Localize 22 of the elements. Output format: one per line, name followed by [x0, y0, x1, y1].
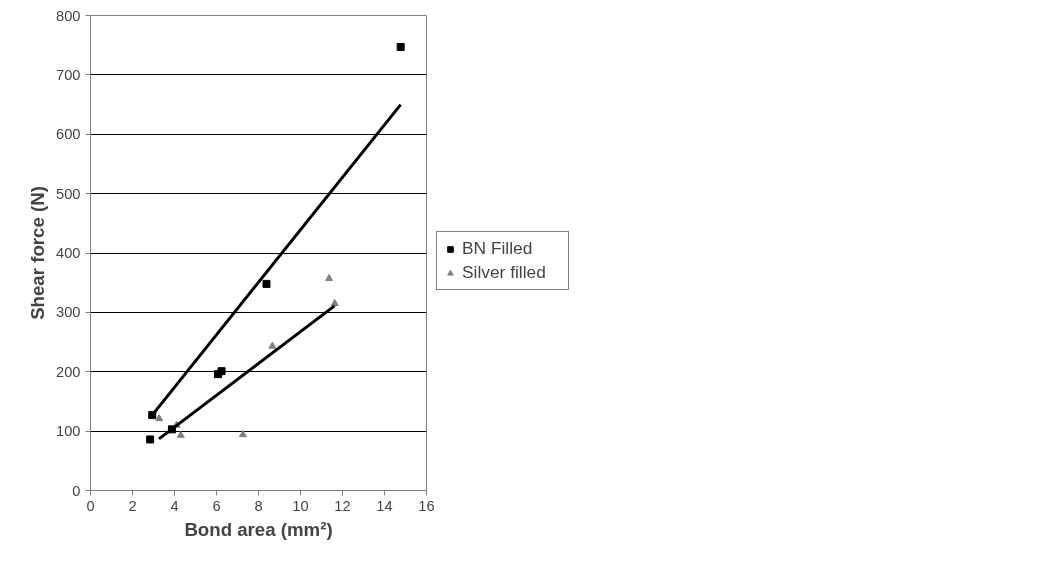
- x-tick-label: 8: [254, 497, 263, 514]
- x-tick-label: 12: [334, 497, 351, 514]
- y-tick-label: 300: [56, 304, 81, 321]
- y-tick-label: 400: [56, 245, 81, 261]
- x-axis-title: Bond area (mm²): [184, 518, 333, 540]
- y-tick-label: 500: [56, 185, 81, 202]
- x-tick-label: 6: [212, 497, 221, 514]
- x-tick-label: 14: [376, 497, 393, 514]
- y-axis-title: Shear force (N): [27, 186, 49, 320]
- y-tick-label: 700: [56, 66, 81, 83]
- x-tick-label: 0: [86, 497, 95, 514]
- x-tick-label: 4: [170, 497, 179, 514]
- y-tick-label: 600: [56, 126, 81, 143]
- y-tick-label: 100: [56, 423, 81, 440]
- legend-label: Silver filled: [462, 262, 547, 283]
- legend-label: BN Filled: [462, 238, 534, 259]
- y-tick-label: 0: [72, 482, 81, 499]
- x-tick-label: 2: [128, 497, 137, 514]
- y-tick-label: 800: [56, 7, 81, 24]
- x-tick-label: 10: [292, 497, 309, 514]
- x-tick-label: 16: [418, 497, 435, 514]
- y-tick-label: 200: [56, 363, 81, 380]
